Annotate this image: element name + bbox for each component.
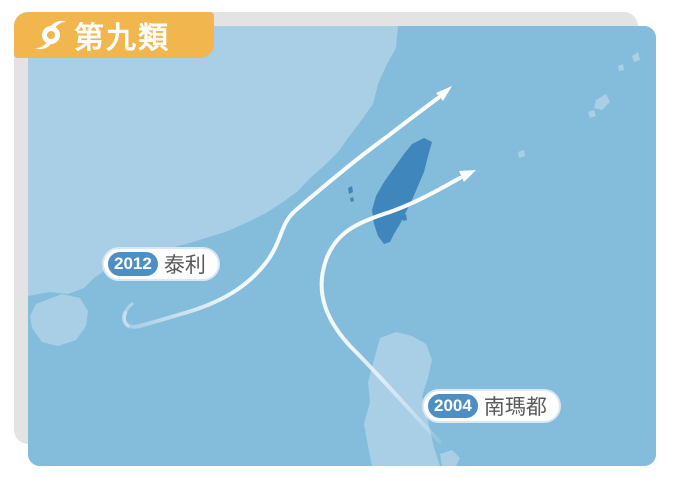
track-year-nangka: 2004 bbox=[428, 394, 478, 418]
luzon-coast-islet bbox=[440, 450, 460, 466]
track-nangka bbox=[319, 170, 476, 444]
track-nangka-arrowhead bbox=[459, 170, 476, 182]
track-name-talim: 泰利 bbox=[163, 253, 206, 277]
mainland-china bbox=[28, 26, 398, 296]
track-label-nangka: 2004 南瑪都 bbox=[424, 391, 559, 421]
track-year-talim: 2012 bbox=[108, 252, 158, 276]
map-svg bbox=[28, 26, 656, 466]
typhoon-symbol-icon bbox=[34, 18, 68, 52]
hainan-island bbox=[30, 294, 88, 346]
category-title: 第九類 bbox=[74, 21, 170, 56]
track-label-talim: 2012 泰利 bbox=[104, 249, 218, 279]
penghu-islands bbox=[348, 186, 354, 202]
taiwan-island bbox=[372, 138, 432, 244]
map-panel bbox=[28, 26, 656, 466]
track-name-nangka: 南瑪都 bbox=[483, 395, 547, 419]
track-talim-arrowhead bbox=[436, 86, 452, 101]
track-talim bbox=[121, 86, 452, 329]
green-island bbox=[402, 214, 407, 221]
category-badge: 第九類 bbox=[14, 12, 214, 58]
